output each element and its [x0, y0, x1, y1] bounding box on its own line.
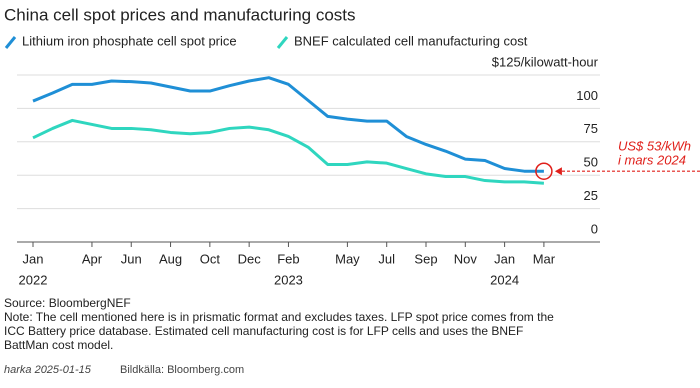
x-year-label: 2023	[274, 272, 303, 287]
chart-title: China cell spot prices and manufacturing…	[4, 5, 356, 24]
legend-swatch	[4, 36, 17, 49]
x-tick-label: Jan	[23, 251, 44, 266]
x-tick-label: Feb	[277, 251, 299, 266]
x-year-label: 2022	[19, 272, 48, 287]
legend-label: Lithium iron phosphate cell spot price	[22, 33, 237, 48]
y-tick-label: 25	[584, 188, 598, 203]
note-line: Note: The cell mentioned here is in pris…	[4, 310, 554, 324]
highlight-circle	[535, 162, 553, 180]
x-tick-label: Apr	[82, 251, 103, 266]
y-tick-label: 0	[591, 221, 598, 236]
y-tick-label: 75	[584, 121, 598, 136]
x-tick-label: Sep	[414, 251, 437, 266]
credit-source: Bildkälla: Bloomberg.com	[120, 364, 244, 376]
x-tick-label: Jan	[494, 251, 515, 266]
note-line: ICC Battery price database. Estimated ce…	[4, 324, 523, 338]
legend-swatch	[276, 36, 289, 49]
x-tick-label: Jul	[378, 251, 395, 266]
x-tick-label: Mar	[533, 251, 556, 266]
legend-label: BNEF calculated cell manufacturing cost	[294, 33, 528, 48]
x-tick-label: Nov	[454, 251, 478, 266]
source: Source: BloombergNEF	[4, 296, 131, 310]
x-tick-label: Dec	[238, 251, 262, 266]
x-tick-label: Oct	[200, 251, 221, 266]
y-tick-label: 100	[576, 88, 598, 103]
y-tick-label: 50	[584, 155, 598, 170]
series-line	[32, 76, 544, 173]
arrow-head	[554, 167, 562, 176]
credit-author: harka 2025-01-15	[4, 364, 92, 376]
series-line	[32, 118, 545, 185]
x-tick-label: Jun	[121, 251, 142, 266]
x-year-label: 2024	[490, 272, 519, 287]
note-line: BattMan cost model.	[4, 338, 113, 352]
x-tick-label: May	[335, 251, 360, 266]
annotation-text: i mars 2024	[618, 152, 686, 167]
annotation-text: US$ 53/kWh	[618, 138, 691, 153]
x-tick-label: Aug	[159, 251, 182, 266]
y-tick-label: $125/kilowatt-hour	[492, 54, 599, 69]
